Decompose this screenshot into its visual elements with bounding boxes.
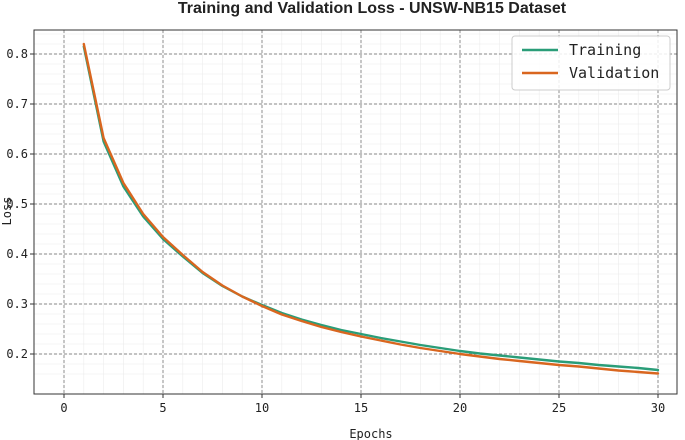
y-tick-label: 0.4	[6, 247, 28, 261]
y-axis-label: Loss	[0, 197, 14, 226]
x-tick-label: 10	[255, 401, 269, 415]
chart-title: Training and Validation Loss - UNSW-NB15…	[178, 0, 567, 17]
y-tick-label: 0.5	[6, 197, 28, 211]
x-tick-label: 25	[552, 401, 566, 415]
x-tick-label: 15	[354, 401, 368, 415]
y-tick-label: 0.3	[6, 297, 28, 311]
x-tick-label: 20	[453, 401, 467, 415]
series-line-training	[82, 45, 660, 372]
x-tick-label: 30	[651, 401, 665, 415]
plot-frame	[33, 29, 678, 395]
y-tick-label: 0.6	[6, 147, 28, 161]
legend: Training Validation	[511, 35, 671, 91]
x-tick-label: 5	[159, 401, 166, 415]
x-tick-label: 0	[60, 401, 67, 415]
y-tick-label: 0.8	[6, 47, 28, 61]
y-tick-label: 0.2	[6, 347, 28, 361]
series-lines	[82, 42, 660, 375]
legend-label-training: Training	[569, 41, 641, 59]
grid	[34, 30, 677, 394]
x-axis-label: Epochs	[349, 427, 392, 440]
legend-label-validation: Validation	[569, 64, 659, 82]
y-tick-label: 0.7	[6, 97, 28, 111]
tick-labels: 0 5 10 15 20 25 30 0.2 0.3 0.4 0.5 0.6 0.7 0.8	[6, 47, 665, 415]
series-line-validation	[82, 42, 660, 375]
